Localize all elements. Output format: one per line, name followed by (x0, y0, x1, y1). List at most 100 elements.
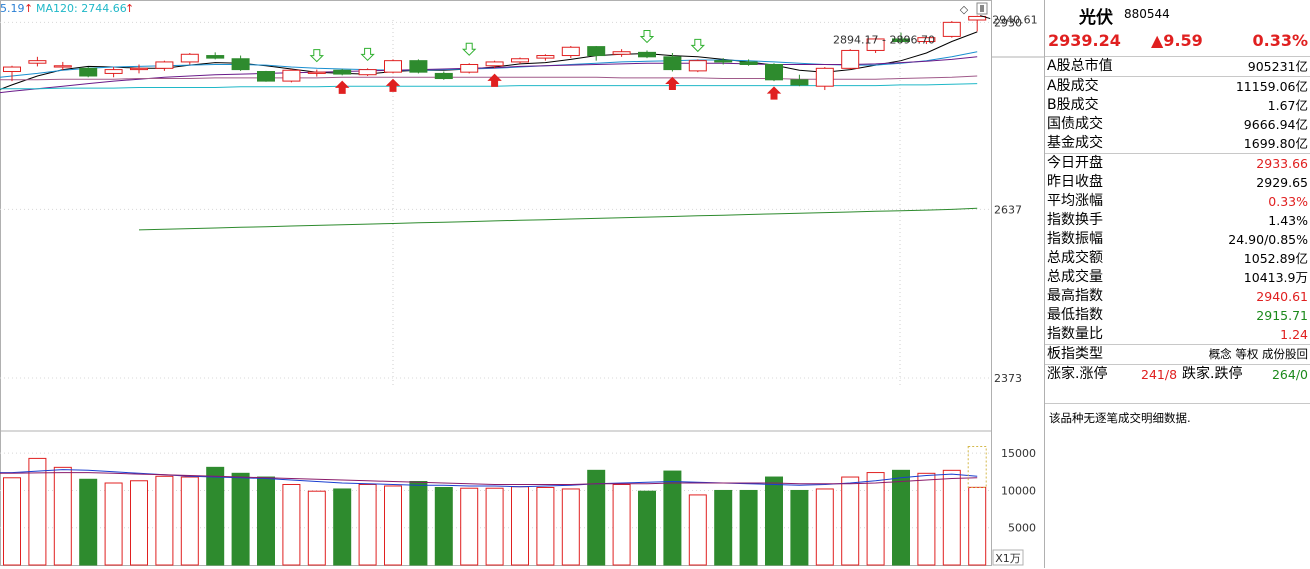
volume-bar[interactable] (460, 487, 479, 566)
candle-body[interactable] (536, 55, 555, 59)
volume-bar[interactable] (333, 488, 352, 566)
candle-body[interactable] (206, 55, 225, 59)
candle-body[interactable] (130, 67, 148, 71)
up-count-value: 241/8 (1141, 367, 1178, 382)
volume-bar[interactable] (257, 476, 275, 566)
candle-body[interactable] (765, 63, 783, 81)
diamond-icon[interactable]: ◇ (960, 3, 969, 16)
candle-body[interactable] (180, 53, 199, 63)
candle-body[interactable] (104, 69, 123, 74)
candle-body[interactable] (663, 56, 682, 71)
volume-bar[interactable] (917, 472, 936, 566)
stat-row: 最低指数 2915.71 (1045, 306, 1310, 325)
volume-bar[interactable] (638, 490, 656, 566)
candle-body[interactable] (561, 46, 580, 57)
candle-body[interactable] (587, 46, 606, 57)
volume-bar[interactable] (739, 489, 758, 566)
stat-value: 2940.61 (1256, 289, 1308, 304)
quote-side-panel: 光伏 880544 2939.24 ▲9.59 0.33% A股总市值 90523… (1044, 0, 1310, 568)
kline-chart-area[interactable]: 2373 2637 2930 5000 10000 15000 X1万 2940.61 2894… (0, 0, 1044, 568)
price-tick-label: 2637 (994, 203, 1022, 216)
volume-bar[interactable] (104, 482, 123, 566)
volume-bar[interactable] (892, 469, 910, 566)
volume-bar[interactable] (942, 469, 961, 566)
chart-frame (0, 0, 992, 566)
candle-body[interactable] (892, 38, 910, 43)
volume-bar[interactable] (130, 480, 148, 566)
volume-unit-box (992, 549, 1024, 566)
volume-bar[interactable] (358, 483, 377, 566)
volume-bar[interactable] (663, 470, 682, 566)
volume-bar[interactable] (307, 490, 326, 566)
candle-body[interactable] (434, 72, 453, 80)
stock-quote: 2939.24 ▲9.59 0.33% (1045, 26, 1310, 57)
candle-body[interactable] (384, 60, 402, 73)
candle-body[interactable] (358, 69, 377, 76)
volume-bar[interactable] (866, 472, 885, 566)
candle-body[interactable] (257, 71, 275, 82)
candle-body[interactable] (688, 60, 707, 72)
volume-bar[interactable] (511, 486, 529, 566)
candle-body[interactable] (28, 60, 47, 64)
volume-bar[interactable] (790, 489, 809, 566)
volume-bar[interactable] (688, 494, 707, 566)
candle-body[interactable] (841, 49, 860, 69)
candle-body[interactable] (485, 61, 504, 67)
stat-value: 1699.80亿 (1243, 136, 1308, 151)
candle-body[interactable] (307, 71, 326, 74)
candle-body[interactable] (53, 65, 72, 68)
volume-bar[interactable] (3, 477, 21, 566)
volume-bar[interactable] (841, 476, 860, 566)
volume-bar[interactable] (561, 488, 580, 566)
candle-body[interactable] (231, 58, 250, 71)
volume-bar[interactable] (485, 487, 504, 566)
candle-body[interactable] (409, 60, 428, 73)
candle-body[interactable] (739, 61, 758, 65)
high-annotation-label: 2940.61 (992, 14, 1037, 27)
volume-bar[interactable] (282, 483, 301, 566)
volume-bar[interactable] (155, 475, 174, 566)
volume-bar[interactable] (434, 486, 453, 566)
candle-body[interactable] (612, 51, 631, 55)
candle-body[interactable] (866, 38, 885, 51)
stat-label: 总成交量 (1047, 269, 1103, 285)
stat-label: 总成交额 (1047, 250, 1103, 266)
stat-value: 2929.65 (1256, 175, 1308, 190)
volume-bar[interactable] (587, 469, 606, 566)
volume-bar[interactable] (409, 481, 428, 566)
volume-bar[interactable] (815, 488, 834, 566)
volume-bar[interactable] (79, 478, 98, 566)
volume-bar[interactable] (384, 485, 402, 566)
kline-chart[interactable]: 2373 2637 2930 5000 10000 15000 X1万 2940.61 2894… (0, 0, 1044, 568)
candle-body[interactable] (917, 37, 936, 43)
volume-bar[interactable] (206, 466, 225, 566)
volume-bar[interactable] (53, 466, 72, 566)
ma250-line (138, 207, 978, 231)
volume-bar[interactable] (968, 486, 987, 566)
volume-bar[interactable] (536, 486, 555, 566)
stat-value: 24.90/0.85% (1228, 232, 1308, 247)
candle-body[interactable] (790, 79, 809, 86)
candle-body[interactable] (638, 51, 656, 58)
volume-bar[interactable] (231, 472, 250, 566)
volume-bar[interactable] (714, 489, 733, 566)
candle-body[interactable] (968, 15, 987, 21)
current-volume-highlight (967, 445, 987, 488)
candle-body[interactable] (282, 69, 301, 82)
candle-body[interactable] (511, 58, 529, 63)
volume-bar[interactable] (180, 476, 199, 566)
sell-signal-arrow (360, 47, 375, 62)
sector-type-value[interactable]: 概念 等权 成份股回 (1208, 347, 1308, 361)
candle-body[interactable] (3, 66, 21, 73)
candle-body[interactable] (815, 67, 834, 87)
candle-body[interactable] (942, 21, 961, 37)
sector-type-label: 板指类型 (1047, 346, 1103, 362)
volume-bar[interactable] (765, 476, 783, 566)
volume-bar[interactable] (28, 457, 47, 566)
candle-body[interactable] (79, 67, 98, 77)
candle-body[interactable] (155, 61, 174, 69)
volume-bar[interactable] (612, 483, 631, 566)
candle-body[interactable] (460, 63, 479, 73)
candle-body[interactable] (714, 60, 733, 63)
candle-body[interactable] (333, 69, 352, 75)
